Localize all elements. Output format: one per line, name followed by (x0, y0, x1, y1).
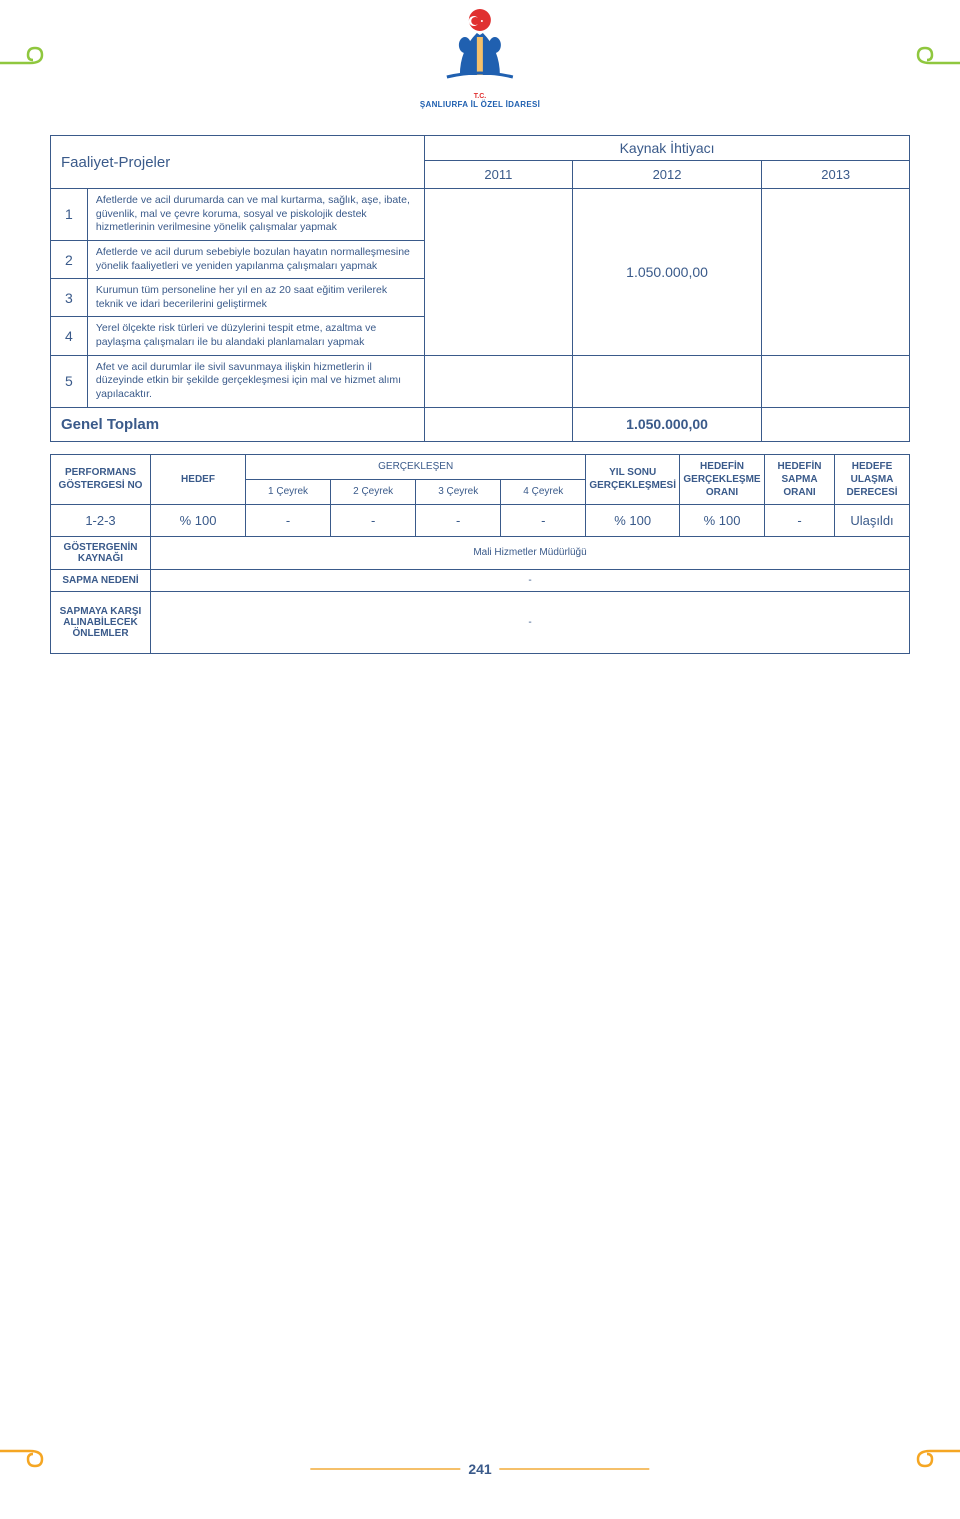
sapmaya-karsi-value: - (151, 591, 910, 653)
perf-c3: - (416, 504, 501, 536)
row-desc: Afet ve acil durumlar ile sivil savunmay… (87, 355, 424, 407)
header-hedefe-ulasma: HEDEFE ULAŞMA DERECESİ (835, 454, 910, 504)
row-num: 4 (51, 317, 88, 355)
page-number-area: 241 (310, 1461, 649, 1477)
sapma-nedeni-value: - (151, 569, 910, 591)
perf-hedef-sapma: - (765, 504, 835, 536)
year-2012: 2012 (572, 161, 762, 189)
row-num: 1 (51, 189, 88, 241)
perf-hedef-gercek: % 100 (680, 504, 765, 536)
logo-text-tc: T.C. (420, 93, 540, 100)
genel-toplam-label: Genel Toplam (51, 407, 425, 441)
empty-2013 (762, 189, 910, 356)
perf-c2: - (331, 504, 416, 536)
gostergenin-kaynagi-label: GÖSTERGENİN KAYNAĞI (51, 536, 151, 569)
row-desc: Afetlerde ve acil durum sebebiyle bozula… (87, 240, 424, 278)
year-2013: 2013 (762, 161, 910, 189)
perf-yil-sonu: % 100 (586, 504, 680, 536)
page-line-left (310, 1468, 460, 1470)
page-number: 241 (468, 1461, 491, 1477)
empty-cell (572, 355, 762, 407)
perf-hedef: % 100 (151, 504, 246, 536)
corner-decoration-top-left (0, 45, 60, 75)
kaynak-header: Kaynak İhtiyacı (425, 136, 910, 161)
empty-cell (425, 355, 573, 407)
row-num: 3 (51, 279, 88, 317)
corner-decoration-bottom-left (0, 1439, 60, 1469)
header-hedef-sapma: HEDEFİN SAPMA ORANI (765, 454, 835, 504)
header-ceyrek-4: 4 Çeyrek (501, 479, 586, 504)
row-num: 5 (51, 355, 88, 407)
empty-2011 (425, 189, 573, 356)
header-ceyrek-1: 1 Çeyrek (246, 479, 331, 504)
perf-hedefe-ulasma: Ulaşıldı (835, 504, 910, 536)
header-perf-no: PERFORMANS GÖSTERGESİ NO (51, 454, 151, 504)
empty-cell (425, 407, 573, 441)
performans-table: PERFORMANS GÖSTERGESİ NO HEDEF GERÇEKLEŞ… (50, 454, 910, 654)
row-desc: Yerel ölçekte risk türleri ve düzylerini… (87, 317, 424, 355)
genel-toplam-amount: 1.050.000,00 (572, 407, 762, 441)
perf-no: 1-2-3 (51, 504, 151, 536)
header-yil-sonu: YIL SONU GERÇEKLEŞMESİ (586, 454, 680, 504)
row-desc: Afetlerde ve acil durumarda can ve mal k… (87, 189, 424, 241)
empty-cell (762, 355, 910, 407)
sapmaya-karsi-label: SAPMAYA KARŞI ALINABİLECEK ÖNLEMLER (51, 591, 151, 653)
header-ceyrek-2: 2 Çeyrek (331, 479, 416, 504)
page-logo: T.C. ŞANLIURFA İL ÖZEL İDARESİ (420, 5, 540, 109)
row-desc: Kurumun tüm personeline her yıl en az 20… (87, 279, 424, 317)
header-ceyrek-3: 3 Çeyrek (416, 479, 501, 504)
corner-decoration-top-right (900, 45, 960, 75)
amount-2012: 1.050.000,00 (572, 189, 762, 356)
header-gerceklesen: GERÇEKLEŞEN (246, 454, 586, 479)
perf-c1: - (246, 504, 331, 536)
empty-cell (762, 407, 910, 441)
sapma-nedeni-label: SAPMA NEDENİ (51, 569, 151, 591)
faaliyet-header: Faaliyet-Projeler (51, 136, 425, 189)
perf-c4: - (501, 504, 586, 536)
page-line-right (500, 1468, 650, 1470)
header-hedef-gercek: HEDEFİN GERÇEKLEŞME ORANI (680, 454, 765, 504)
gostergenin-kaynagi-value: Mali Hizmetler Müdürlüğü (151, 536, 910, 569)
row-num: 2 (51, 240, 88, 278)
corner-decoration-bottom-right (900, 1439, 960, 1469)
main-content: Faaliyet-Projeler Kaynak İhtiyacı 2011 2… (50, 135, 910, 654)
logo-text-org: ŞANLIURFA İL ÖZEL İDARESİ (420, 100, 540, 109)
year-2011: 2011 (425, 161, 573, 189)
faaliyet-table: Faaliyet-Projeler Kaynak İhtiyacı 2011 2… (50, 135, 910, 442)
header-hedef: HEDEF (151, 454, 246, 504)
